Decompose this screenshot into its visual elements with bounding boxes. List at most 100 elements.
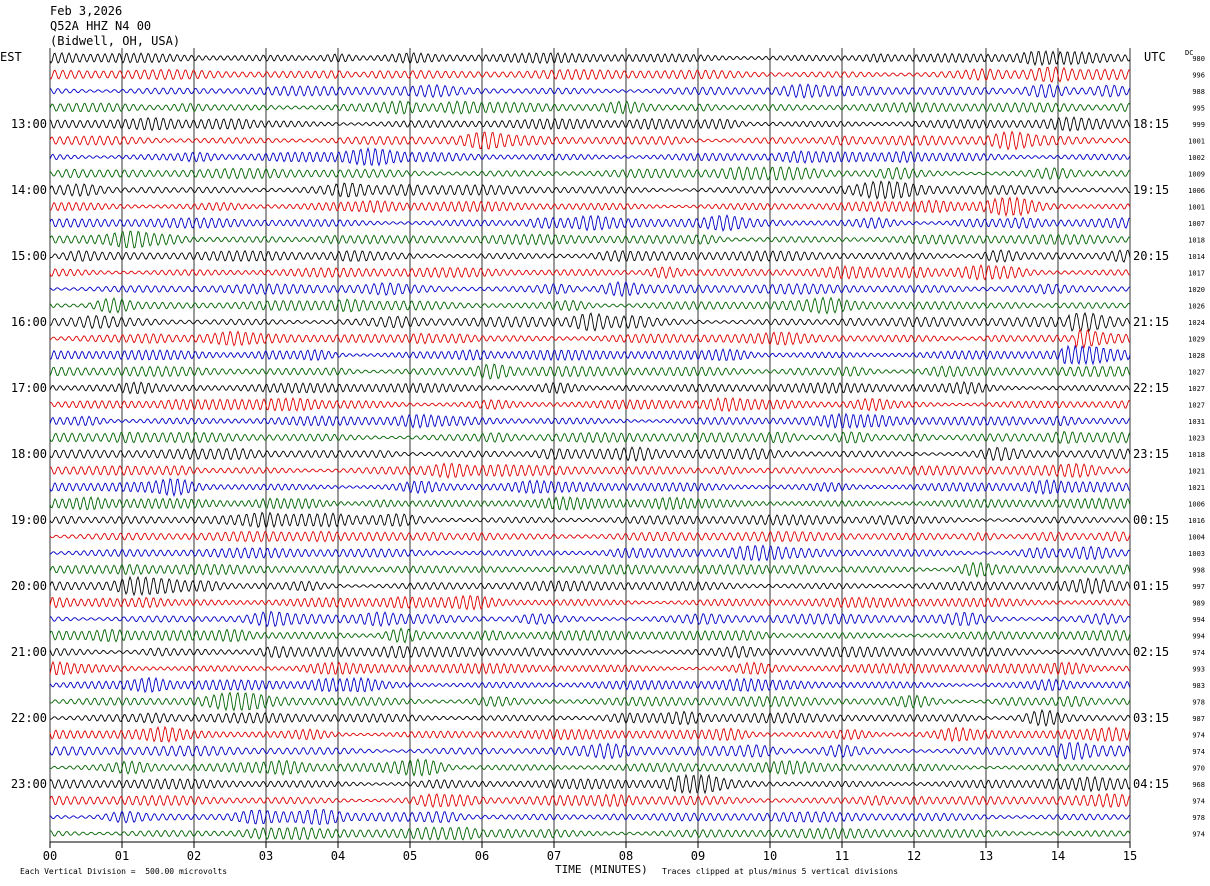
x-tick-label: 08 bbox=[619, 849, 633, 863]
seismic-trace bbox=[50, 758, 1131, 777]
right-hour-label: 19:15 bbox=[1133, 183, 1169, 197]
dc-offset-value: 999 bbox=[1192, 121, 1205, 129]
dc-offset-value: 974 bbox=[1192, 649, 1205, 657]
left-hour-label: 21:00 bbox=[11, 645, 47, 659]
seismic-trace bbox=[49, 280, 1131, 298]
dc-offset-value: 994 bbox=[1192, 633, 1205, 641]
x-tick-label: 03 bbox=[259, 849, 273, 863]
seismic-trace bbox=[49, 610, 1131, 628]
dc-offset-value: 997 bbox=[1192, 583, 1205, 591]
dc-offset-value: 1027 bbox=[1188, 385, 1205, 393]
left-hour-label: 18:00 bbox=[11, 447, 47, 461]
dc-offset-value: 989 bbox=[1192, 600, 1205, 608]
seismic-trace bbox=[49, 773, 1131, 795]
dc-offset-value: 968 bbox=[1192, 781, 1205, 789]
seismic-trace bbox=[49, 446, 1131, 462]
seismic-trace bbox=[49, 146, 1131, 167]
dc-offset-value: 1014 bbox=[1188, 253, 1205, 261]
seismic-trace bbox=[49, 230, 1130, 249]
x-axis: 00 01 02 03 04 05 06 07 08 09 10 11 12 13 14 15 bbox=[43, 841, 1137, 863]
dc-offset-value: 1027 bbox=[1188, 369, 1205, 377]
x-tick-label: 11 bbox=[835, 849, 849, 863]
x-tick-label: 07 bbox=[547, 849, 561, 863]
right-hour-label: 02:15 bbox=[1133, 645, 1169, 659]
dc-offset-value: 993 bbox=[1192, 666, 1205, 674]
location-label: (Bidwell, OH, USA) bbox=[50, 34, 181, 48]
x-axis-label: TIME (MINUTES) bbox=[555, 863, 648, 876]
x-tick-label: 09 bbox=[691, 849, 705, 863]
right-hour-label: 03:15 bbox=[1133, 711, 1169, 725]
dc-offset-value: 1016 bbox=[1188, 517, 1205, 525]
seismic-trace bbox=[49, 83, 1131, 99]
dc-offset-value: 1001 bbox=[1188, 138, 1205, 146]
dc-offset-value: 974 bbox=[1192, 748, 1205, 756]
x-tick-label: 13 bbox=[979, 849, 993, 863]
dc-offset-value: 974 bbox=[1192, 831, 1205, 839]
seismic-trace bbox=[49, 430, 1131, 445]
left-hour-label: 19:00 bbox=[11, 513, 47, 527]
seismic-trace bbox=[49, 660, 1131, 676]
seismic-trace bbox=[49, 100, 1131, 115]
dc-offset-value: 978 bbox=[1192, 814, 1205, 822]
seismic-trace bbox=[49, 627, 1131, 644]
seismic-trace bbox=[49, 594, 1131, 611]
dc-offset-value: 1018 bbox=[1188, 451, 1205, 459]
right-hour-label: 22:15 bbox=[1133, 381, 1169, 395]
seismic-trace bbox=[49, 344, 1131, 366]
dc-offset-value: 978 bbox=[1192, 699, 1205, 707]
seismic-trace bbox=[49, 328, 1131, 349]
dc-offset-value: 1027 bbox=[1188, 402, 1205, 410]
dc-offset-value: 1003 bbox=[1188, 550, 1205, 558]
dc-offset-value: 983 bbox=[1192, 682, 1205, 690]
x-tick-label: 01 bbox=[115, 849, 129, 863]
seismic-trace bbox=[49, 213, 1131, 232]
seismic-trace bbox=[49, 511, 1131, 529]
dc-offset-value: 1029 bbox=[1188, 336, 1205, 344]
x-tick-label: 15 bbox=[1123, 849, 1137, 863]
dc-offset-value: 1021 bbox=[1188, 468, 1205, 476]
dc-offset-value: 988 bbox=[1192, 88, 1205, 96]
dc-offset-value: 980 bbox=[1192, 55, 1205, 63]
seismic-trace bbox=[49, 561, 1131, 578]
dc-offset-value: 1018 bbox=[1188, 237, 1205, 245]
seismic-trace bbox=[49, 116, 1131, 133]
dc-offset-value: 974 bbox=[1192, 732, 1205, 740]
seismic-trace bbox=[49, 495, 1131, 511]
dc-offset-labels: 980 996 988 995 999 1001 1002 1009 1006 1001 1007 1… bbox=[1188, 55, 1205, 839]
seismic-traces bbox=[49, 50, 1131, 841]
dc-offset-value: 1024 bbox=[1188, 319, 1205, 327]
left-hour-label: 22:00 bbox=[11, 711, 47, 725]
seismic-trace bbox=[49, 130, 1131, 151]
dc-offset-value: 1006 bbox=[1188, 187, 1205, 195]
clip-note: Traces clipped at plus/minus 5 vertical … bbox=[662, 867, 899, 876]
seismic-trace bbox=[49, 412, 1131, 429]
dc-offset-value: 995 bbox=[1192, 105, 1205, 113]
seismic-trace bbox=[49, 676, 1131, 694]
seismic-trace bbox=[49, 180, 1131, 200]
seismic-trace bbox=[49, 645, 1131, 659]
dc-offset-value: 1021 bbox=[1188, 484, 1205, 492]
left-hour-label: 14:00 bbox=[11, 183, 47, 197]
x-tick-label: 14 bbox=[1051, 849, 1065, 863]
seismic-trace bbox=[49, 311, 1131, 333]
dc-header-label: DC bbox=[1185, 49, 1194, 57]
left-hour-label: 16:00 bbox=[11, 315, 47, 329]
dc-offset-value: 1031 bbox=[1188, 418, 1205, 426]
seismic-trace bbox=[49, 792, 1131, 808]
dc-offset-value: 1020 bbox=[1188, 286, 1205, 294]
dc-offset-value: 1007 bbox=[1188, 220, 1205, 228]
dc-offset-value: 970 bbox=[1192, 765, 1205, 773]
right-hour-label: 04:15 bbox=[1133, 777, 1169, 791]
seismic-trace bbox=[49, 741, 1131, 761]
seismic-trace bbox=[49, 691, 1131, 712]
seismic-trace bbox=[50, 826, 1131, 841]
seismic-trace bbox=[49, 575, 1131, 597]
dc-offset-value: 994 bbox=[1192, 616, 1205, 624]
right-hour-label: 20:15 bbox=[1133, 249, 1169, 263]
dc-offset-value: 1004 bbox=[1188, 534, 1205, 542]
left-timezone-label: EST bbox=[0, 50, 22, 64]
left-hour-label: 13:00 bbox=[11, 117, 47, 131]
dc-offset-value: 1006 bbox=[1188, 501, 1205, 509]
seismic-trace bbox=[49, 66, 1131, 83]
